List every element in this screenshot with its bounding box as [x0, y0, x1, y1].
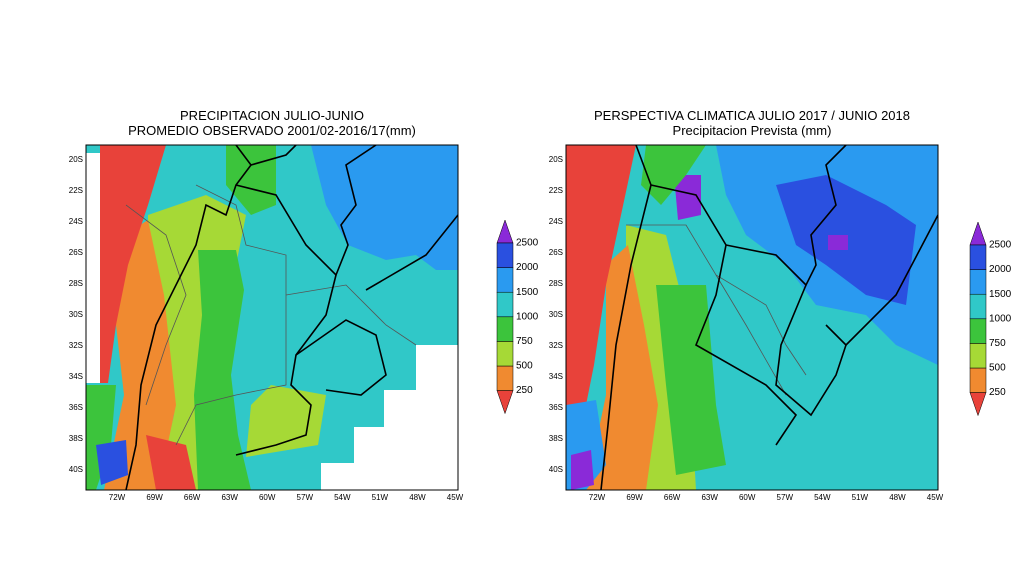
lat-label: 24S: [549, 217, 563, 226]
colorbar-label: 750: [516, 336, 533, 347]
lon-label: 66W: [664, 493, 681, 502]
lon-label: 54W: [334, 493, 351, 502]
lat-label: 32S: [549, 341, 563, 350]
colorbar-label: 1000: [989, 313, 1012, 324]
map-forecast: [565, 144, 939, 491]
lon-label: 57W: [297, 493, 314, 502]
colorbar-cap: [969, 392, 987, 417]
colorbar-segment: [969, 367, 987, 393]
colorbar-label: 250: [516, 385, 533, 396]
colorbar-cap: [496, 390, 514, 415]
colorbar-segment: [969, 318, 987, 344]
colorbar-label: 2000: [516, 262, 539, 273]
colorbar: 250 500 750 1000 1500 2000 2500: [969, 221, 1012, 417]
lat-label: 20S: [549, 155, 563, 164]
colorbar-label: 2500: [989, 240, 1012, 251]
lat-label: 34S: [69, 372, 83, 381]
colorbar-label: 250: [989, 387, 1006, 398]
colorbar-segment: [496, 267, 514, 293]
colorbar: 250 500 750 1000 1500 2000 2500: [496, 219, 539, 415]
lat-label: 38S: [69, 434, 83, 443]
colorbar-label: 500: [516, 361, 533, 372]
lat-label: 24S: [69, 217, 83, 226]
colorbar-segment: [969, 343, 987, 369]
lon-label: 51W: [852, 493, 869, 502]
colorbar-label: 750: [989, 338, 1006, 349]
lon-label: 57W: [777, 493, 794, 502]
colorbar-label: 1500: [516, 287, 539, 298]
lat-label: 40S: [69, 465, 83, 474]
map-title: PROMEDIO OBSERVADO 2001/02-2016/17(mm): [128, 123, 416, 138]
lon-label: 54W: [814, 493, 831, 502]
map-title: PERSPECTIVA CLIMATICA JULIO 2017 / JUNIO…: [594, 108, 910, 123]
map-title: PRECIPITACION JULIO-JUNIO: [180, 108, 364, 123]
lat-label: 22S: [549, 186, 563, 195]
lon-label: 72W: [589, 493, 606, 502]
lat-label: 30S: [69, 310, 83, 319]
colorbar-label: 2000: [989, 264, 1012, 275]
lat-label: 38S: [549, 434, 563, 443]
lon-label: 72W: [109, 493, 126, 502]
lon-label: 66W: [184, 493, 201, 502]
colorbar-segment: [969, 293, 987, 320]
lon-label: 45W: [447, 493, 464, 502]
lat-label: 26S: [69, 248, 83, 257]
colorbar-cap: [496, 219, 514, 244]
colorbar-cap: [969, 221, 987, 246]
colorbar-segment: [969, 244, 987, 270]
colorbar-label: 1500: [989, 289, 1012, 300]
colorbar-label: 500: [989, 363, 1006, 374]
colorbar-label: 2500: [516, 238, 539, 249]
lon-label: 69W: [146, 493, 163, 502]
colorbar-segment: [969, 269, 987, 295]
lon-label: 60W: [259, 493, 276, 502]
lat-label: 30S: [549, 310, 563, 319]
map-title: Precipitacion Prevista (mm): [673, 123, 832, 138]
lat-label: 36S: [69, 403, 83, 412]
lat-label: 20S: [69, 155, 83, 164]
colorbar-segment: [496, 365, 514, 391]
lat-label: 36S: [549, 403, 563, 412]
colorbar-segment: [496, 316, 514, 342]
lon-label: 69W: [626, 493, 643, 502]
colorbar-segment: [496, 341, 514, 367]
lat-label: 40S: [549, 465, 563, 474]
lat-label: 32S: [69, 341, 83, 350]
colorbar-segment: [496, 291, 514, 318]
lat-label: 28S: [69, 279, 83, 288]
lat-label: 22S: [69, 186, 83, 195]
colorbar-label: 1000: [516, 311, 539, 322]
lat-label: 26S: [549, 248, 563, 257]
lon-label: 48W: [889, 493, 906, 502]
lon-label: 51W: [372, 493, 389, 502]
lon-label: 60W: [739, 493, 756, 502]
map-observed: [85, 144, 459, 491]
lon-label: 48W: [409, 493, 426, 502]
lon-label: 63W: [701, 493, 718, 502]
lon-label: 45W: [927, 493, 944, 502]
lat-label: 34S: [549, 372, 563, 381]
colorbar-segment: [496, 242, 514, 268]
lon-label: 63W: [221, 493, 238, 502]
lat-label: 28S: [549, 279, 563, 288]
